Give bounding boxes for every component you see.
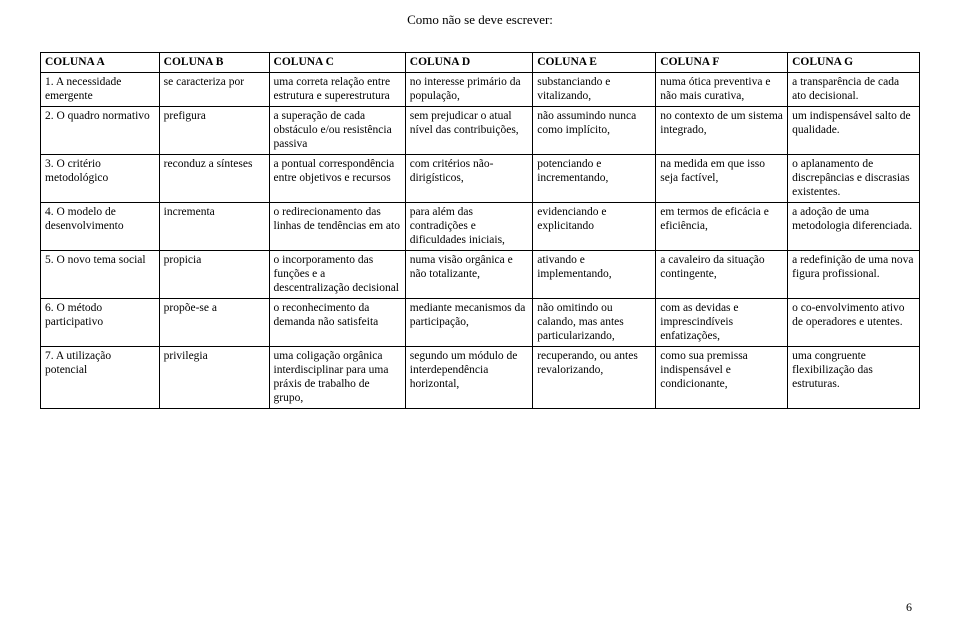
cell-b: se caracteriza por xyxy=(159,73,269,107)
table-row: 3. O critério metodológico reconduz a sí… xyxy=(41,155,920,203)
table-body: 1. A necessidade emergente se caracteriz… xyxy=(41,73,920,409)
cell-e: não assumindo nunca como implícito, xyxy=(533,107,656,155)
cell-g: o co-envolvimento ativo de operadores e … xyxy=(788,299,920,347)
cell-f: a cavaleiro da situação contingente, xyxy=(656,251,788,299)
cell-b: incrementa xyxy=(159,203,269,251)
cell-b: propicia xyxy=(159,251,269,299)
cell-c: a superação de cada obstáculo e/ou resis… xyxy=(269,107,405,155)
cell-e: potenciando e incrementando, xyxy=(533,155,656,203)
cell-e: recuperando, ou antes revalorizando, xyxy=(533,347,656,409)
cell-f: na medida em que isso seja factível, xyxy=(656,155,788,203)
cell-a: 4. O modelo de desenvolvimento xyxy=(41,203,160,251)
cell-a: 5. O novo tema social xyxy=(41,251,160,299)
table-row: 7. A utilização potencial privilegia uma… xyxy=(41,347,920,409)
col-header-c: COLUNA C xyxy=(269,53,405,73)
cell-g: a transparência de cada ato decisional. xyxy=(788,73,920,107)
table-row: 4. O modelo de desenvolvimento increment… xyxy=(41,203,920,251)
cell-f: como sua premissa indispensável e condic… xyxy=(656,347,788,409)
cell-c: uma coligação orgânica interdisciplinar … xyxy=(269,347,405,409)
cell-b: prefigura xyxy=(159,107,269,155)
cell-d: com critérios não-dirigísticos, xyxy=(405,155,532,203)
table-row: 1. A necessidade emergente se caracteriz… xyxy=(41,73,920,107)
page-number: 6 xyxy=(906,600,912,615)
cell-g: a redefinição de uma nova figura profiss… xyxy=(788,251,920,299)
cell-d: para além das contradições e dificuldade… xyxy=(405,203,532,251)
cell-c: o reconhecimento da demanda não satisfei… xyxy=(269,299,405,347)
cell-d: sem prejudicar o atual nível das contrib… xyxy=(405,107,532,155)
table-row: 2. O quadro normativo prefigura a supera… xyxy=(41,107,920,155)
cell-b: privilegia xyxy=(159,347,269,409)
cell-a: 1. A necessidade emergente xyxy=(41,73,160,107)
table-row: 5. O novo tema social propicia o incorpo… xyxy=(41,251,920,299)
cell-b: propõe-se a xyxy=(159,299,269,347)
cell-e: substanciando e vitalizando, xyxy=(533,73,656,107)
content-table: COLUNA A COLUNA B COLUNA C COLUNA D COLU… xyxy=(40,52,920,409)
table-header-row: COLUNA A COLUNA B COLUNA C COLUNA D COLU… xyxy=(41,53,920,73)
col-header-a: COLUNA A xyxy=(41,53,160,73)
cell-g: um indispensável salto de qualidade. xyxy=(788,107,920,155)
cell-f: numa ótica preventiva e não mais curativ… xyxy=(656,73,788,107)
cell-g: o aplanamento de discrepâncias e discras… xyxy=(788,155,920,203)
cell-b: reconduz a sínteses xyxy=(159,155,269,203)
cell-d: segundo um módulo de interdependência ho… xyxy=(405,347,532,409)
cell-a: 7. A utilização potencial xyxy=(41,347,160,409)
cell-d: mediante mecanismos da participação, xyxy=(405,299,532,347)
cell-d: no interesse primário da população, xyxy=(405,73,532,107)
cell-c: uma correta relação entre estrutura e su… xyxy=(269,73,405,107)
cell-f: com as devidas e imprescindíveis enfatiz… xyxy=(656,299,788,347)
cell-c: o incorporamento das funções e a descent… xyxy=(269,251,405,299)
cell-e: ativando e implementando, xyxy=(533,251,656,299)
cell-f: no contexto de um sistema integrado, xyxy=(656,107,788,155)
cell-a: 3. O critério metodológico xyxy=(41,155,160,203)
cell-e: não omitindo ou calando, mas antes parti… xyxy=(533,299,656,347)
page-title: Como não se deve escrever: xyxy=(40,12,920,28)
cell-c: o redirecionamento das linhas de tendênc… xyxy=(269,203,405,251)
col-header-f: COLUNA F xyxy=(656,53,788,73)
col-header-g: COLUNA G xyxy=(788,53,920,73)
cell-a: 6. O método participativo xyxy=(41,299,160,347)
table-row: 6. O método participativo propõe-se a o … xyxy=(41,299,920,347)
col-header-e: COLUNA E xyxy=(533,53,656,73)
cell-a: 2. O quadro normativo xyxy=(41,107,160,155)
cell-e: evidenciando e explicitando xyxy=(533,203,656,251)
cell-f: em termos de eficácia e eficiência, xyxy=(656,203,788,251)
col-header-b: COLUNA B xyxy=(159,53,269,73)
cell-g: a adoção de uma metodologia diferenciada… xyxy=(788,203,920,251)
cell-d: numa visão orgânica e não totalizante, xyxy=(405,251,532,299)
col-header-d: COLUNA D xyxy=(405,53,532,73)
cell-g: uma congruente flexibilização das estrut… xyxy=(788,347,920,409)
cell-c: a pontual correspondência entre objetivo… xyxy=(269,155,405,203)
